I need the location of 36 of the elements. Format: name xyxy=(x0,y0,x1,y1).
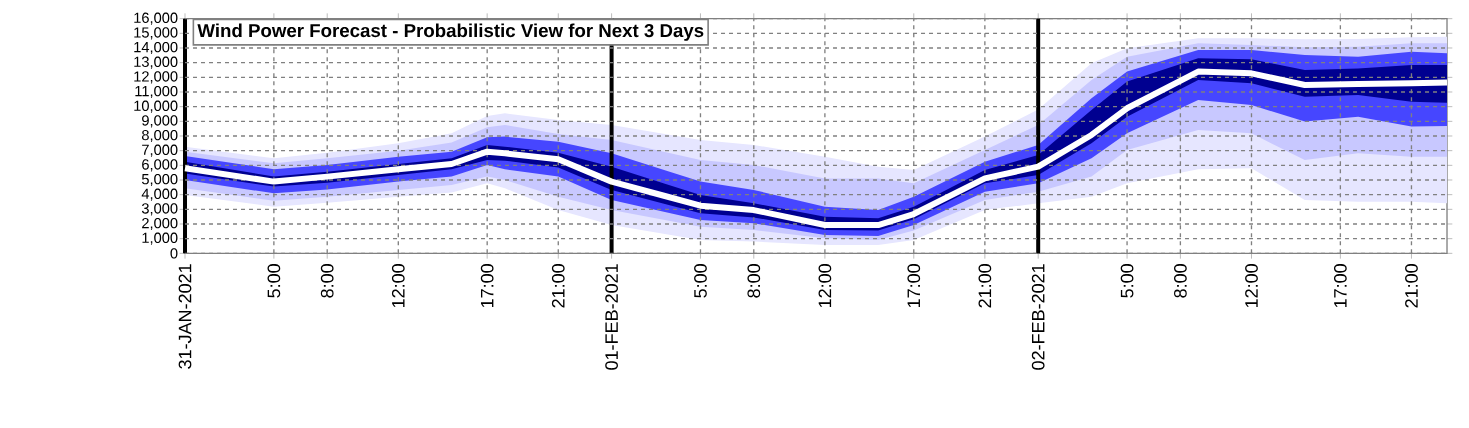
x-tick-label: 8:00 xyxy=(747,264,761,298)
x-tick-label: 12:00 xyxy=(818,264,832,308)
x-tick-label: 12:00 xyxy=(1245,264,1258,308)
x-tick-label: 17:00 xyxy=(1333,264,1347,308)
x-tick-label: 02-FEB-2021 xyxy=(1031,264,1045,370)
x-tick-label: 12:00 xyxy=(391,264,405,308)
y-tick-label: 3,000 xyxy=(141,203,178,216)
x-tick-label: 17:00 xyxy=(480,264,494,308)
x-tick-label: 01-FEB-2021 xyxy=(605,264,618,370)
chart-title: Wind Power Forecast - Probabilistic View for Next 3 Days xyxy=(197,23,704,41)
y-tick-label: 1,000 xyxy=(142,232,178,245)
y-tick-label: 0 xyxy=(170,248,178,259)
x-tick-label: 5:00 xyxy=(1120,264,1134,298)
y-tick-label: 4,000 xyxy=(141,188,178,201)
x-tick-label: 21:00 xyxy=(978,264,992,308)
x-tick-label: 21:00 xyxy=(1405,264,1418,308)
y-tick-label: 9,000 xyxy=(142,115,178,128)
x-tick-label: 5:00 xyxy=(694,264,707,298)
y-tick-label: 15,000 xyxy=(134,27,178,40)
x-tick-label: 17:00 xyxy=(907,264,921,308)
y-tick-label: 2,000 xyxy=(142,217,178,231)
y-tick-label: 5,000 xyxy=(141,173,178,187)
x-tick-label: 8:00 xyxy=(1174,264,1187,298)
y-tick-label: 10,000 xyxy=(134,100,178,113)
y-tick-label: 6,000 xyxy=(142,159,178,172)
y-tick-label: 8,000 xyxy=(141,129,178,143)
y-tick-label: 12,000 xyxy=(134,71,178,84)
x-tick-label: 31-JAN-2021 xyxy=(178,264,192,369)
y-tick-label: 13,000 xyxy=(134,56,178,69)
y-tick-label: 14,000 xyxy=(134,41,178,55)
x-tick-label: 5:00 xyxy=(267,264,281,298)
x-tick-label: 8:00 xyxy=(320,264,334,298)
y-tick-label: 7,000 xyxy=(142,144,178,157)
y-tick-label: 11,000 xyxy=(135,85,178,99)
x-tick-label: 21:00 xyxy=(551,264,565,308)
y-tick-label: 16,000 xyxy=(134,12,178,25)
